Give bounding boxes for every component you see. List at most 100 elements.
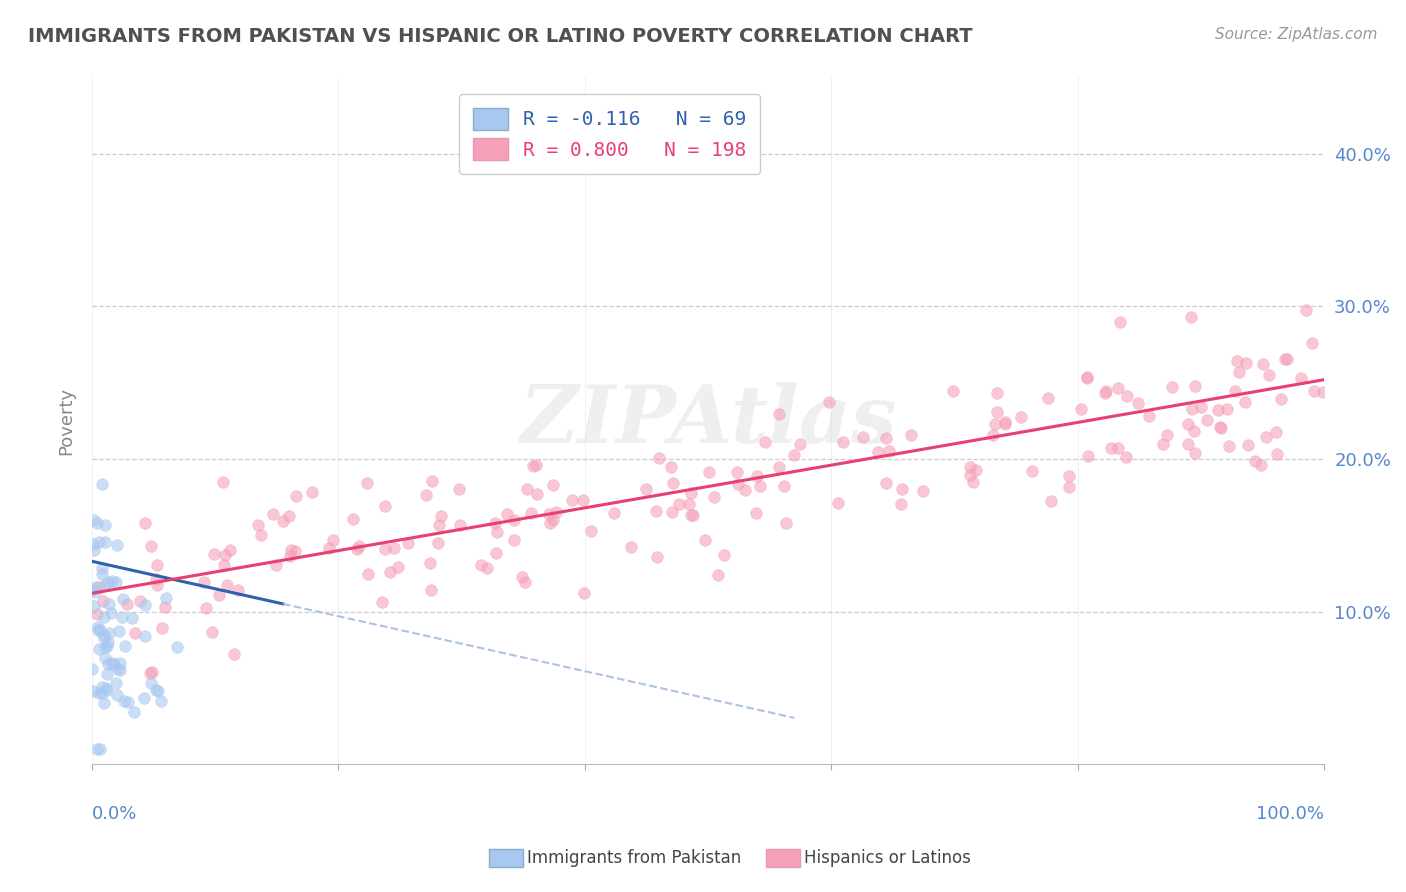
Point: [94, 535, 117, 549]
Point: [87, 580, 110, 594]
Point: [986, 386, 1008, 401]
Point: [959, 459, 981, 474]
Point: [644, 504, 666, 518]
Point: [87, 685, 110, 699]
Point: [91, 476, 114, 491]
Point: [247, 518, 270, 533]
Point: [581, 524, 603, 538]
Point: [94, 517, 117, 532]
Point: [1184, 446, 1206, 460]
Point: [1265, 447, 1288, 461]
Point: [214, 549, 236, 563]
Point: [149, 694, 172, 708]
Point: [475, 560, 498, 574]
Point: [93, 650, 115, 665]
Legend: R = -0.116   N = 69, R = 0.800   N = 198: R = -0.116 N = 69, R = 0.800 N = 198: [458, 94, 761, 174]
Point: [775, 516, 797, 531]
Point: [983, 427, 1005, 442]
Text: Source: ZipAtlas.com: Source: ZipAtlas.com: [1215, 27, 1378, 42]
Point: [124, 626, 146, 640]
Point: [96, 681, 118, 696]
Point: [818, 394, 841, 409]
Point: [112, 694, 135, 708]
Point: [727, 476, 749, 491]
Point: [515, 574, 537, 589]
Point: [486, 524, 509, 539]
Point: [1244, 454, 1267, 468]
Point: [387, 559, 409, 574]
Point: [1208, 402, 1230, 417]
Point: [648, 450, 671, 465]
Point: [1126, 396, 1149, 410]
Point: [725, 465, 748, 479]
Point: [273, 514, 295, 528]
Point: [661, 506, 683, 520]
Point: [264, 558, 287, 572]
Point: [1076, 370, 1098, 384]
Point: [693, 533, 716, 548]
Point: [155, 591, 177, 605]
Point: [703, 490, 725, 504]
Point: [1216, 402, 1239, 417]
Point: [748, 479, 770, 493]
Point: [1036, 391, 1059, 405]
Point: [768, 407, 790, 421]
Point: [96, 683, 118, 698]
Point: [211, 475, 233, 490]
Point: [148, 684, 170, 698]
Point: [866, 445, 889, 459]
Point: [1099, 442, 1122, 456]
Point: [111, 610, 134, 624]
Point: [485, 546, 508, 560]
Point: [1289, 370, 1312, 384]
Point: [1233, 394, 1256, 409]
Point: [91, 566, 114, 581]
Point: [1077, 449, 1099, 463]
Point: [572, 586, 595, 600]
Point: [108, 624, 131, 638]
Point: [93, 696, 115, 710]
Point: [526, 458, 548, 472]
Point: [659, 459, 682, 474]
Point: [538, 516, 561, 530]
Point: [900, 428, 922, 442]
Point: [544, 505, 567, 519]
Point: [707, 568, 730, 582]
Point: [986, 405, 1008, 419]
Point: [262, 507, 284, 521]
Point: [90, 561, 112, 575]
Point: [484, 516, 506, 530]
Point: [97, 635, 120, 649]
Point: [217, 578, 239, 592]
Point: [1237, 438, 1260, 452]
Point: [572, 492, 595, 507]
Point: [166, 640, 188, 654]
Point: [832, 435, 855, 450]
Point: [1258, 368, 1281, 382]
Point: [1209, 420, 1232, 434]
Point: [105, 538, 128, 552]
Text: Immigrants from Pakistan: Immigrants from Pakistan: [527, 849, 741, 867]
Point: [1115, 450, 1137, 464]
Point: [911, 484, 934, 499]
Point: [357, 566, 380, 581]
Point: [419, 556, 441, 570]
Point: [374, 500, 396, 514]
Point: [773, 479, 796, 493]
Point: [1076, 370, 1098, 384]
Point: [347, 539, 370, 553]
Point: [541, 513, 564, 527]
Point: [681, 508, 703, 522]
Point: [1109, 315, 1132, 329]
Point: [496, 507, 519, 521]
Point: [145, 558, 167, 573]
Point: [250, 527, 273, 541]
Point: [226, 582, 249, 597]
Point: [852, 430, 875, 444]
Point: [97, 657, 120, 672]
Point: [541, 477, 564, 491]
Point: [89, 742, 111, 756]
Point: [449, 482, 471, 496]
Point: [87, 642, 110, 657]
Point: [875, 431, 897, 445]
